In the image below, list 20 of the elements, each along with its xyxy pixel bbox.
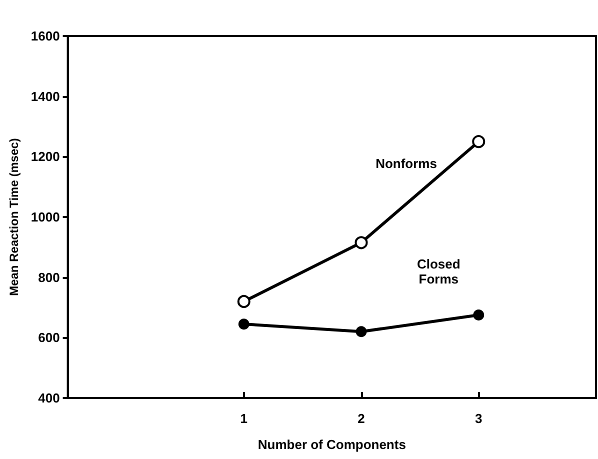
x-tick-label: 2 bbox=[358, 411, 365, 426]
y-axis-title: Mean Reaction Time (msec) bbox=[7, 138, 21, 296]
point bbox=[473, 310, 484, 321]
y-tick-label: 1000 bbox=[30, 210, 60, 224]
y-tick-label: 1200 bbox=[30, 149, 60, 164]
point bbox=[356, 326, 367, 338]
series-label: Nonforms bbox=[376, 156, 437, 172]
x-tick-label: 1 bbox=[240, 411, 248, 426]
y-tick-label: 1600 bbox=[30, 28, 60, 44]
x-tick-label: 3 bbox=[475, 411, 482, 426]
point bbox=[354, 236, 368, 250]
y-tick-label: 600 bbox=[38, 330, 60, 346]
y-tick-label: 400 bbox=[38, 390, 60, 406]
y-tick-label: 800 bbox=[38, 270, 60, 285]
text: Closed Forms bbox=[416, 256, 460, 287]
x-axis-title: Number of Components bbox=[258, 437, 406, 452]
point bbox=[472, 135, 486, 148]
point bbox=[237, 294, 250, 308]
point bbox=[238, 318, 250, 330]
y-tick-label: 1400 bbox=[30, 88, 60, 104]
